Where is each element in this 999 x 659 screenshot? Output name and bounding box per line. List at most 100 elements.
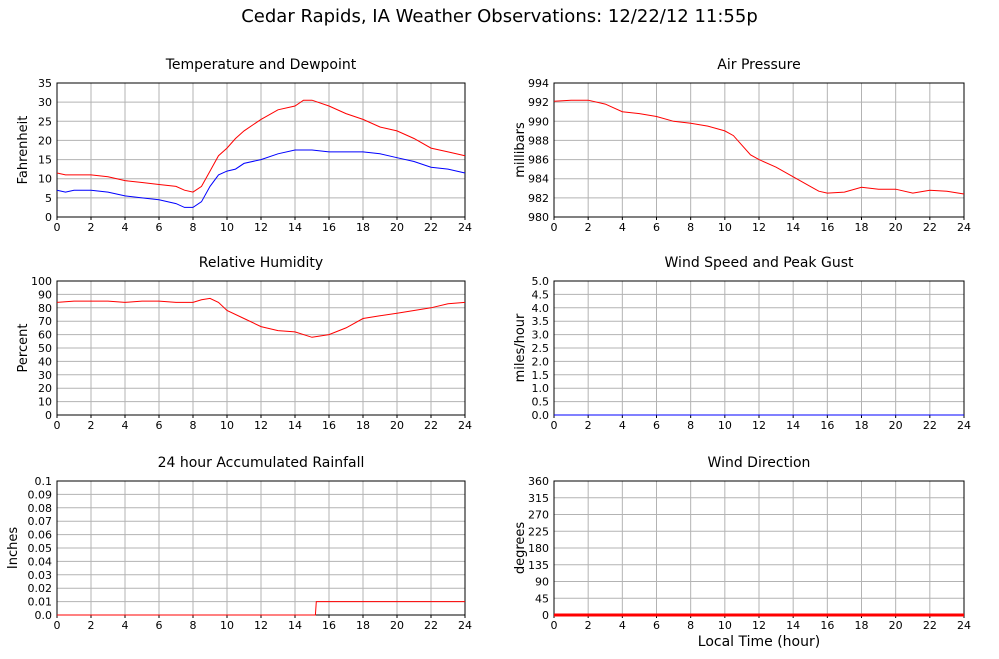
- x-tick-label: 4: [122, 419, 129, 432]
- y-tick-label: 225: [528, 525, 549, 538]
- x-tick-label: 12: [254, 419, 268, 432]
- x-tick-label: 22: [923, 619, 937, 632]
- x-tick-label: 10: [718, 419, 732, 432]
- x-tick-label: 16: [820, 221, 834, 234]
- y-tick-label: 20: [38, 134, 52, 147]
- x-tick-label: 24: [957, 619, 971, 632]
- chart-pressure: 0 2 4 6 8 10 12 14 16 18 20 22 249809829849869889909…: [513, 57, 971, 234]
- x-tick-label: 6: [653, 221, 660, 234]
- x-tick-label: 2: [585, 221, 592, 234]
- y-tick-label: 986: [528, 154, 549, 167]
- x-tick-label: 16: [820, 419, 834, 432]
- y-tick-label: 982: [528, 192, 549, 205]
- x-tick-label: 8: [190, 221, 197, 234]
- x-tick-label: 14: [288, 419, 302, 432]
- x-tick-label: 14: [288, 221, 302, 234]
- y-tick-label: 25: [38, 115, 52, 128]
- y-tick-label: 0: [45, 211, 52, 224]
- x-tick-label: 8: [190, 419, 197, 432]
- x-tick-label: 0: [54, 619, 61, 632]
- y-tick-label: 0.07: [28, 515, 53, 528]
- x-tick-label: 4: [619, 619, 626, 632]
- y-tick-label: 0.5: [532, 396, 550, 409]
- x-tick-label: 0: [54, 419, 61, 432]
- x-tick-label: 12: [752, 221, 766, 234]
- y-tick-label: 0.02: [28, 582, 53, 595]
- x-tick-label: 18: [855, 419, 869, 432]
- page-title: Cedar Rapids, IA Weather Observations: 1…: [241, 6, 758, 27]
- y-tick-label: 0.06: [28, 529, 53, 542]
- y-tick-label: 3.5: [532, 315, 550, 328]
- x-tick-label: 20: [390, 619, 404, 632]
- y-tick-label: 70: [38, 315, 52, 328]
- y-tick-label: 0: [45, 409, 52, 422]
- y-tick-label: 0: [542, 609, 549, 622]
- chart-title: Air Pressure: [717, 57, 800, 73]
- x-tick-label: 0: [551, 619, 558, 632]
- series-line-0: [553, 99, 965, 195]
- x-tick-label: 2: [88, 619, 95, 632]
- y-tick-label: 0.05: [28, 542, 53, 555]
- chart-title: Relative Humidity: [199, 255, 323, 271]
- x-tick-label: 12: [752, 419, 766, 432]
- y-tick-label: 180: [528, 542, 549, 555]
- x-tick-label: 24: [957, 221, 971, 234]
- y-tick-label: 90: [535, 576, 549, 589]
- y-axis-label: Fahrenheit: [16, 116, 31, 185]
- y-tick-label: 0.1: [35, 475, 53, 488]
- x-tick-label: 16: [322, 221, 336, 234]
- x-tick-label: 14: [786, 221, 800, 234]
- x-tick-label: 10: [220, 419, 234, 432]
- series-line-0: [56, 297, 466, 338]
- x-tick-label: 16: [820, 619, 834, 632]
- series-line-1: [56, 149, 466, 208]
- y-tick-label: 270: [528, 509, 549, 522]
- y-tick-label: 984: [528, 173, 549, 186]
- y-tick-label: 45: [535, 592, 549, 605]
- x-tick-label: 22: [424, 419, 438, 432]
- chart-winddir: 0 2 4 6 8 10 12 14 16 18 20 22 240459013518022527031…: [513, 455, 971, 632]
- y-tick-label: 2.5: [532, 342, 550, 355]
- chart-rain: 0 2 4 6 8 10 12 14 16 18 20 22 240.00.010.020.030.04…: [6, 455, 472, 632]
- x-tick-label: 24: [458, 419, 472, 432]
- y-axis-label: Inches: [6, 527, 21, 569]
- y-tick-label: 35: [38, 77, 52, 90]
- y-tick-label: 0.0: [35, 609, 53, 622]
- y-tick-label: 4.5: [532, 288, 550, 301]
- y-tick-label: 80: [38, 302, 52, 315]
- x-tick-label: 6: [653, 619, 660, 632]
- y-tick-label: 4.0: [532, 302, 550, 315]
- x-tick-label: 20: [889, 619, 903, 632]
- y-tick-label: 5: [45, 192, 52, 205]
- y-tick-label: 980: [528, 211, 549, 224]
- x-tick-label: 10: [718, 619, 732, 632]
- x-tick-label: 2: [585, 419, 592, 432]
- x-tick-label: 12: [254, 221, 268, 234]
- x-tick-label: 4: [122, 221, 129, 234]
- y-tick-label: 20: [38, 382, 52, 395]
- x-tick-label: 6: [653, 419, 660, 432]
- x-tick-label: 4: [619, 221, 626, 234]
- chart-title: Wind Direction: [708, 455, 811, 471]
- y-tick-label: 15: [38, 154, 52, 167]
- x-tick-label: 10: [220, 221, 234, 234]
- x-tick-label: 4: [122, 619, 129, 632]
- series-line-0: [56, 99, 466, 193]
- y-tick-label: 360: [528, 475, 549, 488]
- y-tick-label: 30: [38, 369, 52, 382]
- x-tick-label: 10: [220, 619, 234, 632]
- x-tick-label: 22: [424, 619, 438, 632]
- x-tick-label: 4: [619, 419, 626, 432]
- x-tick-label: 24: [458, 619, 472, 632]
- y-tick-label: 0.09: [28, 488, 53, 501]
- chart-wind: 0 2 4 6 8 10 12 14 16 18 20 22 240.00.51.01.52.02.53…: [513, 255, 971, 432]
- x-tick-label: 14: [786, 419, 800, 432]
- y-tick-label: 10: [38, 173, 52, 186]
- x-tick-label: 12: [752, 619, 766, 632]
- y-tick-label: 135: [528, 559, 549, 572]
- x-tick-label: 0: [54, 221, 61, 234]
- chart-title: Temperature and Dewpoint: [165, 57, 357, 73]
- x-tick-label: 8: [687, 619, 694, 632]
- chart-title: Wind Speed and Peak Gust: [665, 255, 854, 271]
